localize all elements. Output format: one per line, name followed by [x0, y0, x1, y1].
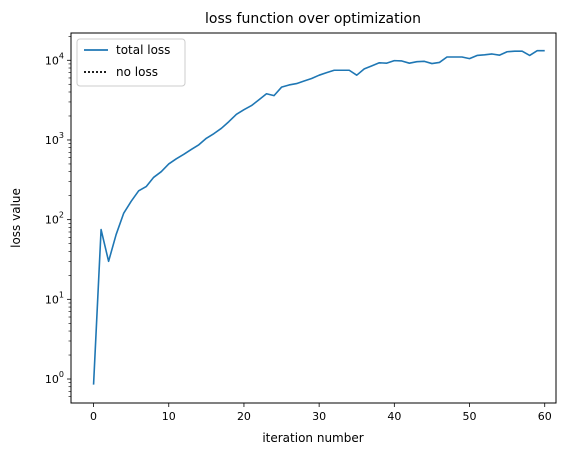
x-tick-label: 60 [538, 410, 552, 423]
series-line-total-loss [92, 49, 545, 385]
plot-frame [70, 32, 557, 404]
x-axis-label: iteration number [262, 431, 363, 445]
legend: total loss no loss [76, 38, 186, 87]
y-tick-base: 10 [45, 214, 59, 227]
x-tick-label: 10 [162, 410, 176, 423]
y-tick-exponent: 0 [59, 370, 64, 379]
y-tick-base: 10 [45, 54, 59, 67]
y-tick-exponent: 2 [59, 211, 64, 220]
plot-background [71, 33, 556, 403]
x-tick-label: 40 [387, 410, 401, 423]
y-tick-label: 100 [45, 370, 64, 386]
plot-area [70, 32, 557, 404]
x-axis-ticks: 0 10 20 30 40 50 60 [90, 403, 552, 423]
x-tick-label: 30 [312, 410, 326, 423]
y-tick-base: 10 [45, 373, 59, 386]
legend-label-total-loss: total loss [116, 43, 170, 57]
y-axis-label: loss value [9, 188, 23, 248]
series-layer [92, 49, 545, 385]
y-tick-label: 101 [45, 290, 64, 306]
y-tick-exponent: 4 [59, 51, 64, 60]
chart-title: loss function over optimization [205, 11, 421, 27]
y-tick-label: 103 [45, 131, 64, 147]
x-tick-label: 0 [90, 410, 97, 423]
y-tick-label: 102 [45, 211, 64, 227]
x-tick-label: 50 [463, 410, 477, 423]
y-tick-base: 10 [45, 134, 59, 147]
y-tick-exponent: 1 [59, 290, 64, 299]
y-tick-base: 10 [45, 293, 59, 306]
x-tick-label: 20 [237, 410, 251, 423]
y-tick-exponent: 3 [59, 131, 64, 140]
legend-label-no-loss: no loss [116, 65, 158, 79]
y-tick-label: 104 [45, 51, 64, 67]
